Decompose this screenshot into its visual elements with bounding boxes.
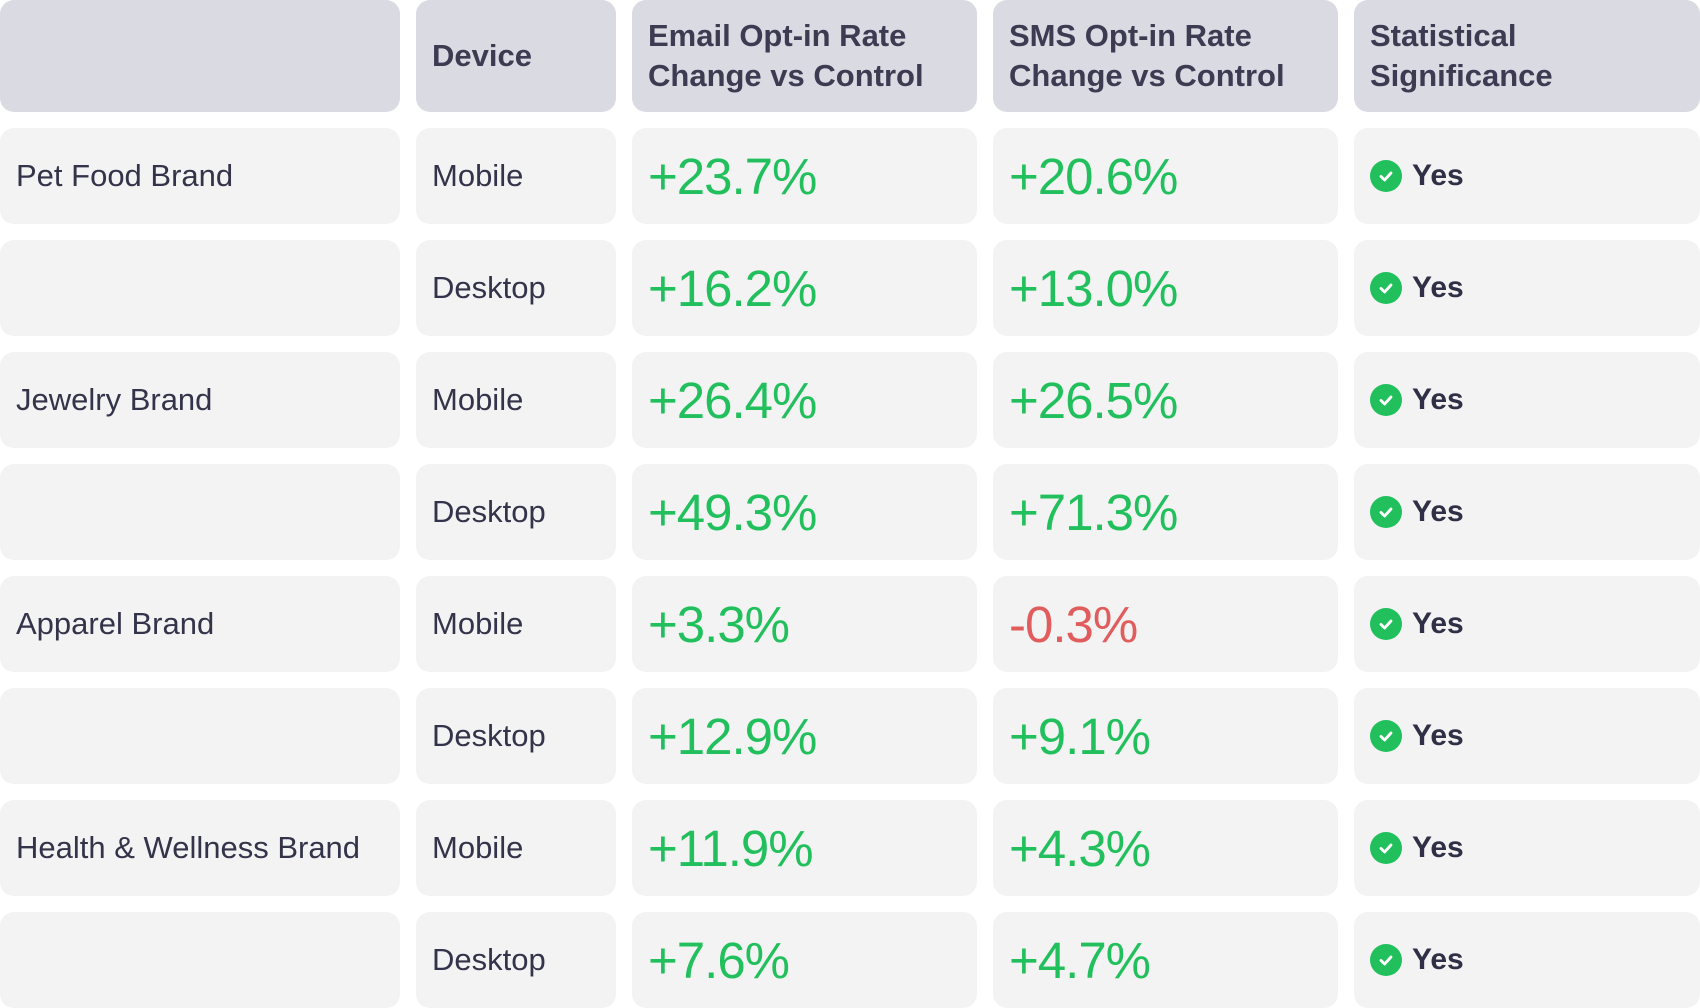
email-change-value: +11.9% [648,819,814,877]
significance-cell: Yes [1354,464,1700,560]
device-label: Desktop [432,718,546,753]
email-change-value: +12.9% [648,707,817,765]
device-label: Desktop [432,494,546,529]
sms-change-cell: +26.5% [993,352,1338,448]
sms-change-value: +9.1% [1009,707,1151,765]
sms-change-cell: +4.7% [993,912,1338,1008]
device-label: Desktop [432,270,546,305]
sms-change-value: +71.3% [1009,483,1178,541]
brand-cell: Apparel Brand [0,576,400,672]
header-significance: Statistical Significance [1354,0,1700,112]
brand-cell [0,464,400,560]
device-cell: Desktop [416,240,616,336]
significance-label: Yes [1412,271,1464,304]
device-cell: Desktop [416,912,616,1008]
email-change-cell: +16.2% [632,240,977,336]
significance-cell: Yes [1354,240,1700,336]
email-change-value: +3.3% [648,595,790,653]
device-cell: Desktop [416,688,616,784]
header-significance-line-2: Significance [1370,58,1553,93]
header-device: Device [416,0,616,112]
email-change-cell: +11.9% [632,800,977,896]
significance-label: Yes [1412,383,1464,416]
significance-cell: Yes [1354,912,1700,1008]
sms-change-value: -0.3% [1009,595,1138,653]
significance-label: Yes [1412,943,1464,976]
sms-change-value: +13.0% [1009,259,1178,317]
device-cell: Mobile [416,352,616,448]
email-change-cell: +26.4% [632,352,977,448]
email-change-value: +49.3% [648,483,817,541]
brand-label: Pet Food Brand [16,158,234,193]
email-change-cell: +7.6% [632,912,977,1008]
brand-cell [0,912,400,1008]
device-label: Mobile [432,382,524,417]
sms-change-cell: +13.0% [993,240,1338,336]
email-change-value: +26.4% [648,371,817,429]
device-cell: Desktop [416,464,616,560]
header-sms-line-2: Change vs Control [1009,58,1285,93]
brand-cell [0,688,400,784]
header-significance-line-1: Statistical [1370,18,1517,53]
check-circle-icon [1370,832,1402,864]
email-change-cell: +3.3% [632,576,977,672]
significance-label: Yes [1412,607,1464,640]
device-cell: Mobile [416,128,616,224]
check-circle-icon [1370,944,1402,976]
header-device-label: Device [432,38,532,73]
significance-cell: Yes [1354,688,1700,784]
check-circle-icon [1370,720,1402,752]
significance-label: Yes [1412,159,1464,192]
sms-change-value: +4.7% [1009,931,1151,989]
sms-change-cell: +20.6% [993,128,1338,224]
brand-cell [0,240,400,336]
check-circle-icon [1370,384,1402,416]
brand-label: Jewelry Brand [16,382,213,417]
email-change-cell: +49.3% [632,464,977,560]
significance-label: Yes [1412,495,1464,528]
brand-cell: Jewelry Brand [0,352,400,448]
header-email: Email Opt-in Rate Change vs Control [632,0,977,112]
check-circle-icon [1370,608,1402,640]
header-email-line-2: Change vs Control [648,58,924,93]
sms-change-value: +20.6% [1009,147,1178,205]
header-sms-line-1: SMS Opt-in Rate [1009,18,1252,53]
significance-cell: Yes [1354,128,1700,224]
device-label: Mobile [432,606,524,641]
device-cell: Mobile [416,800,616,896]
sms-change-cell: -0.3% [993,576,1338,672]
header-sms: SMS Opt-in Rate Change vs Control [993,0,1338,112]
sms-change-cell: +71.3% [993,464,1338,560]
email-change-value: +16.2% [648,259,817,317]
significance-cell: Yes [1354,352,1700,448]
device-label: Desktop [432,942,546,977]
device-cell: Mobile [416,576,616,672]
sms-change-cell: +9.1% [993,688,1338,784]
brand-label: Health & Wellness Brand [16,830,361,865]
check-circle-icon [1370,272,1402,304]
brand-cell: Pet Food Brand [0,128,400,224]
brand-cell: Health & Wellness Brand [0,800,400,896]
device-label: Mobile [432,158,524,193]
significance-label: Yes [1412,831,1464,864]
significance-cell: Yes [1354,576,1700,672]
significance-label: Yes [1412,719,1464,752]
header-blank [0,0,400,112]
email-change-cell: +12.9% [632,688,977,784]
sms-change-value: +26.5% [1009,371,1178,429]
email-change-value: +23.7% [648,147,817,205]
brand-label: Apparel Brand [16,606,215,641]
sms-change-cell: +4.3% [993,800,1338,896]
significance-cell: Yes [1354,800,1700,896]
email-change-cell: +23.7% [632,128,977,224]
header-email-line-1: Email Opt-in Rate [648,18,907,53]
email-change-value: +7.6% [648,931,790,989]
device-label: Mobile [432,830,524,865]
sms-change-value: +4.3% [1009,819,1151,877]
check-circle-icon [1370,496,1402,528]
check-circle-icon [1370,160,1402,192]
